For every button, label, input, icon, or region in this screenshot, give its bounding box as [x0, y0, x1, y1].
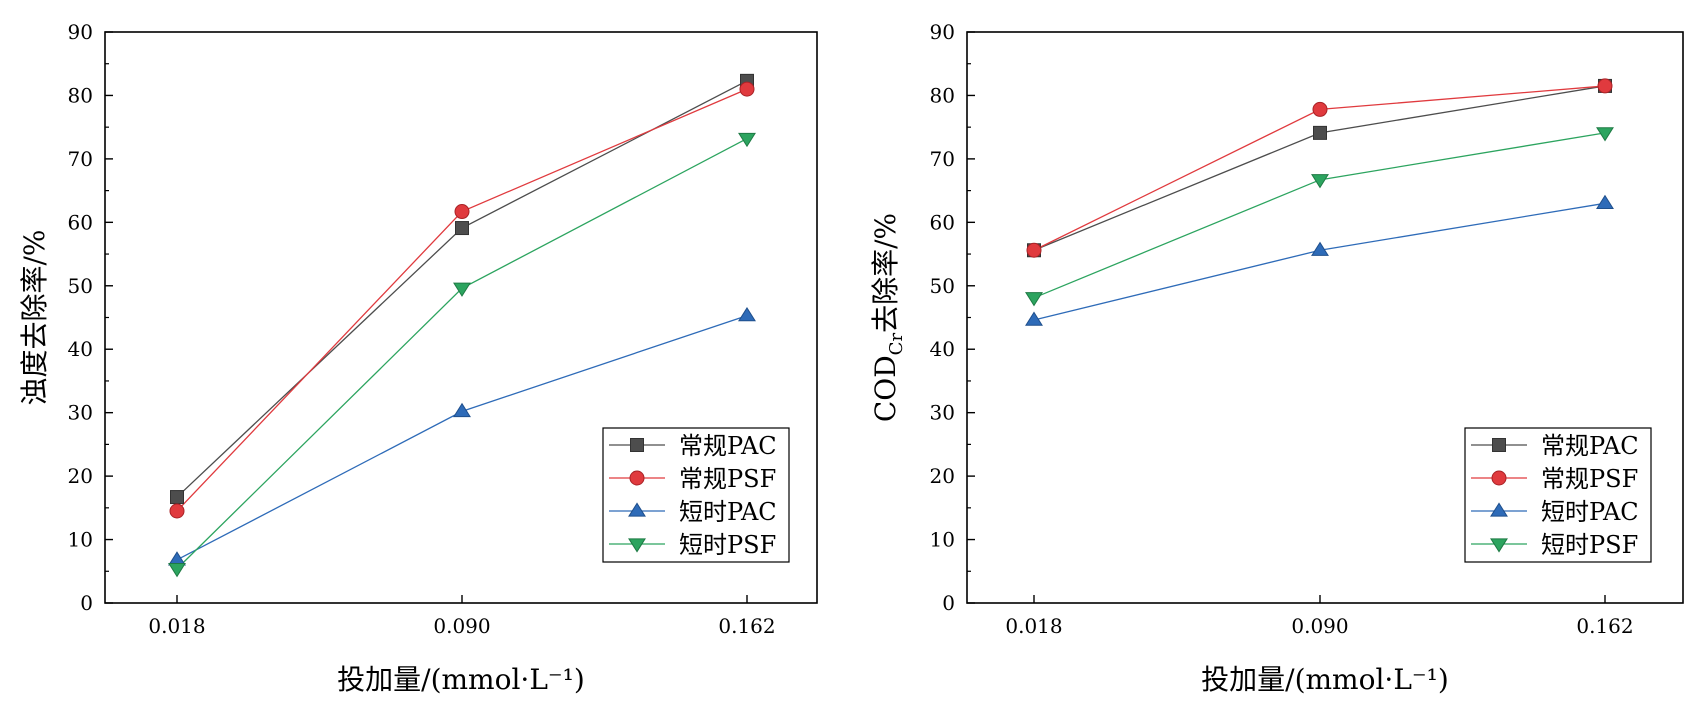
- y-axis-title: CODCr去除率/%: [869, 213, 907, 422]
- legend-marker: [1491, 470, 1507, 486]
- y-tick-label: 30: [68, 401, 93, 425]
- y-tick-label: 80: [930, 83, 955, 107]
- y-tick-label: 0: [942, 591, 955, 615]
- legend-marker: [628, 502, 646, 517]
- legend-label: 短时PSF: [1541, 531, 1638, 559]
- series-4-point: [738, 132, 756, 148]
- y-tick-label: 50: [930, 274, 955, 298]
- series-4-point: [453, 282, 471, 297]
- series-1-point: [455, 221, 469, 236]
- y-tick-label: 60: [68, 210, 93, 234]
- series-2-point: [1026, 242, 1042, 258]
- y-tick-label: 40: [930, 337, 955, 361]
- y-tick-label: 70: [68, 147, 93, 171]
- series-2-point: [454, 204, 470, 220]
- series-4-point: [168, 563, 186, 578]
- y-axis-title-main: COD: [869, 355, 902, 422]
- y-tick-label: 90: [930, 20, 955, 44]
- series-line-3: [1033, 202, 1606, 321]
- y-tick-label: 70: [930, 147, 955, 171]
- y-tick-label: 50: [68, 274, 93, 298]
- chart-panel-2: 0 10 20 30 40 50 60 70 80 90 0.018 0.090 0.162 投加量/(m…: [869, 20, 1684, 696]
- series-3-point: [453, 402, 471, 418]
- x-tick-label: 0.162: [1576, 614, 1633, 638]
- legend-label: 常规PSF: [1541, 465, 1638, 493]
- series-4-point: [1311, 174, 1329, 189]
- legend-label: 常规PAC: [679, 432, 777, 460]
- legend: 常规PAC 常规PSF 短时PAC 短时PSF: [602, 427, 790, 563]
- series-2-point: [739, 81, 755, 97]
- x-tick-label: 0.090: [433, 614, 490, 638]
- series-3-point: [1596, 194, 1614, 209]
- y-tick-label: 80: [68, 83, 93, 107]
- series-2-point: [1312, 101, 1328, 117]
- series-4-point: [1596, 127, 1614, 142]
- series-1-point: [1313, 125, 1327, 140]
- legend-label: 短时PSF: [679, 531, 776, 559]
- legend: 常规PAC 常规PSF 短时PAC 短时PSF: [1464, 427, 1652, 563]
- series-4-point: [1025, 292, 1043, 307]
- legend-label: 短时PAC: [679, 498, 777, 526]
- legend-label: 常规PAC: [1541, 432, 1639, 460]
- series-3-point: [1311, 241, 1329, 256]
- series-3-point: [1025, 311, 1043, 326]
- y-tick-label: 40: [68, 337, 93, 361]
- y-tick-label: 90: [68, 20, 93, 44]
- legend-marker: [1490, 502, 1508, 517]
- legend-marker: [628, 538, 646, 553]
- legend-label: 短时PAC: [1541, 498, 1639, 526]
- legend-label: 常规PSF: [679, 465, 776, 493]
- x-axis-title: 投加量/(mmol·L⁻¹): [337, 663, 585, 696]
- chart-panel-1: 0 10 20 30 40 50 60 70 80 90 0.018 0.090 0.162 投加量/(m…: [18, 20, 818, 696]
- legend-marker: [1492, 438, 1506, 452]
- x-tick-label: 0.018: [1005, 614, 1062, 638]
- y-axis-title: 浊度去除率/%: [18, 229, 51, 405]
- y-axis-title-sub: Cr: [886, 333, 907, 356]
- y-tick-label: 20: [930, 464, 955, 488]
- y-tick-label: 0: [80, 591, 93, 615]
- y-tick-label: 20: [68, 464, 93, 488]
- x-tick-label: 0.090: [1291, 614, 1348, 638]
- x-tick-label: 0.162: [718, 614, 775, 638]
- series-3-point: [738, 306, 756, 322]
- legend-marker: [629, 470, 645, 486]
- y-axis-title-rest: 去除率/%: [869, 213, 902, 333]
- series-2-point: [169, 503, 185, 519]
- x-axis-title: 投加量/(mmol·L⁻¹): [1201, 663, 1449, 696]
- x-tick-label: 0.018: [148, 614, 205, 638]
- legend-marker: [1490, 538, 1508, 553]
- y-tick-label: 10: [68, 528, 93, 552]
- y-tick-label: 60: [930, 210, 955, 234]
- series-1-point: [170, 490, 184, 505]
- legend-marker: [630, 438, 644, 452]
- y-tick-label: 10: [930, 528, 955, 552]
- y-tick-label: 30: [930, 401, 955, 425]
- series-2-point: [1597, 78, 1613, 94]
